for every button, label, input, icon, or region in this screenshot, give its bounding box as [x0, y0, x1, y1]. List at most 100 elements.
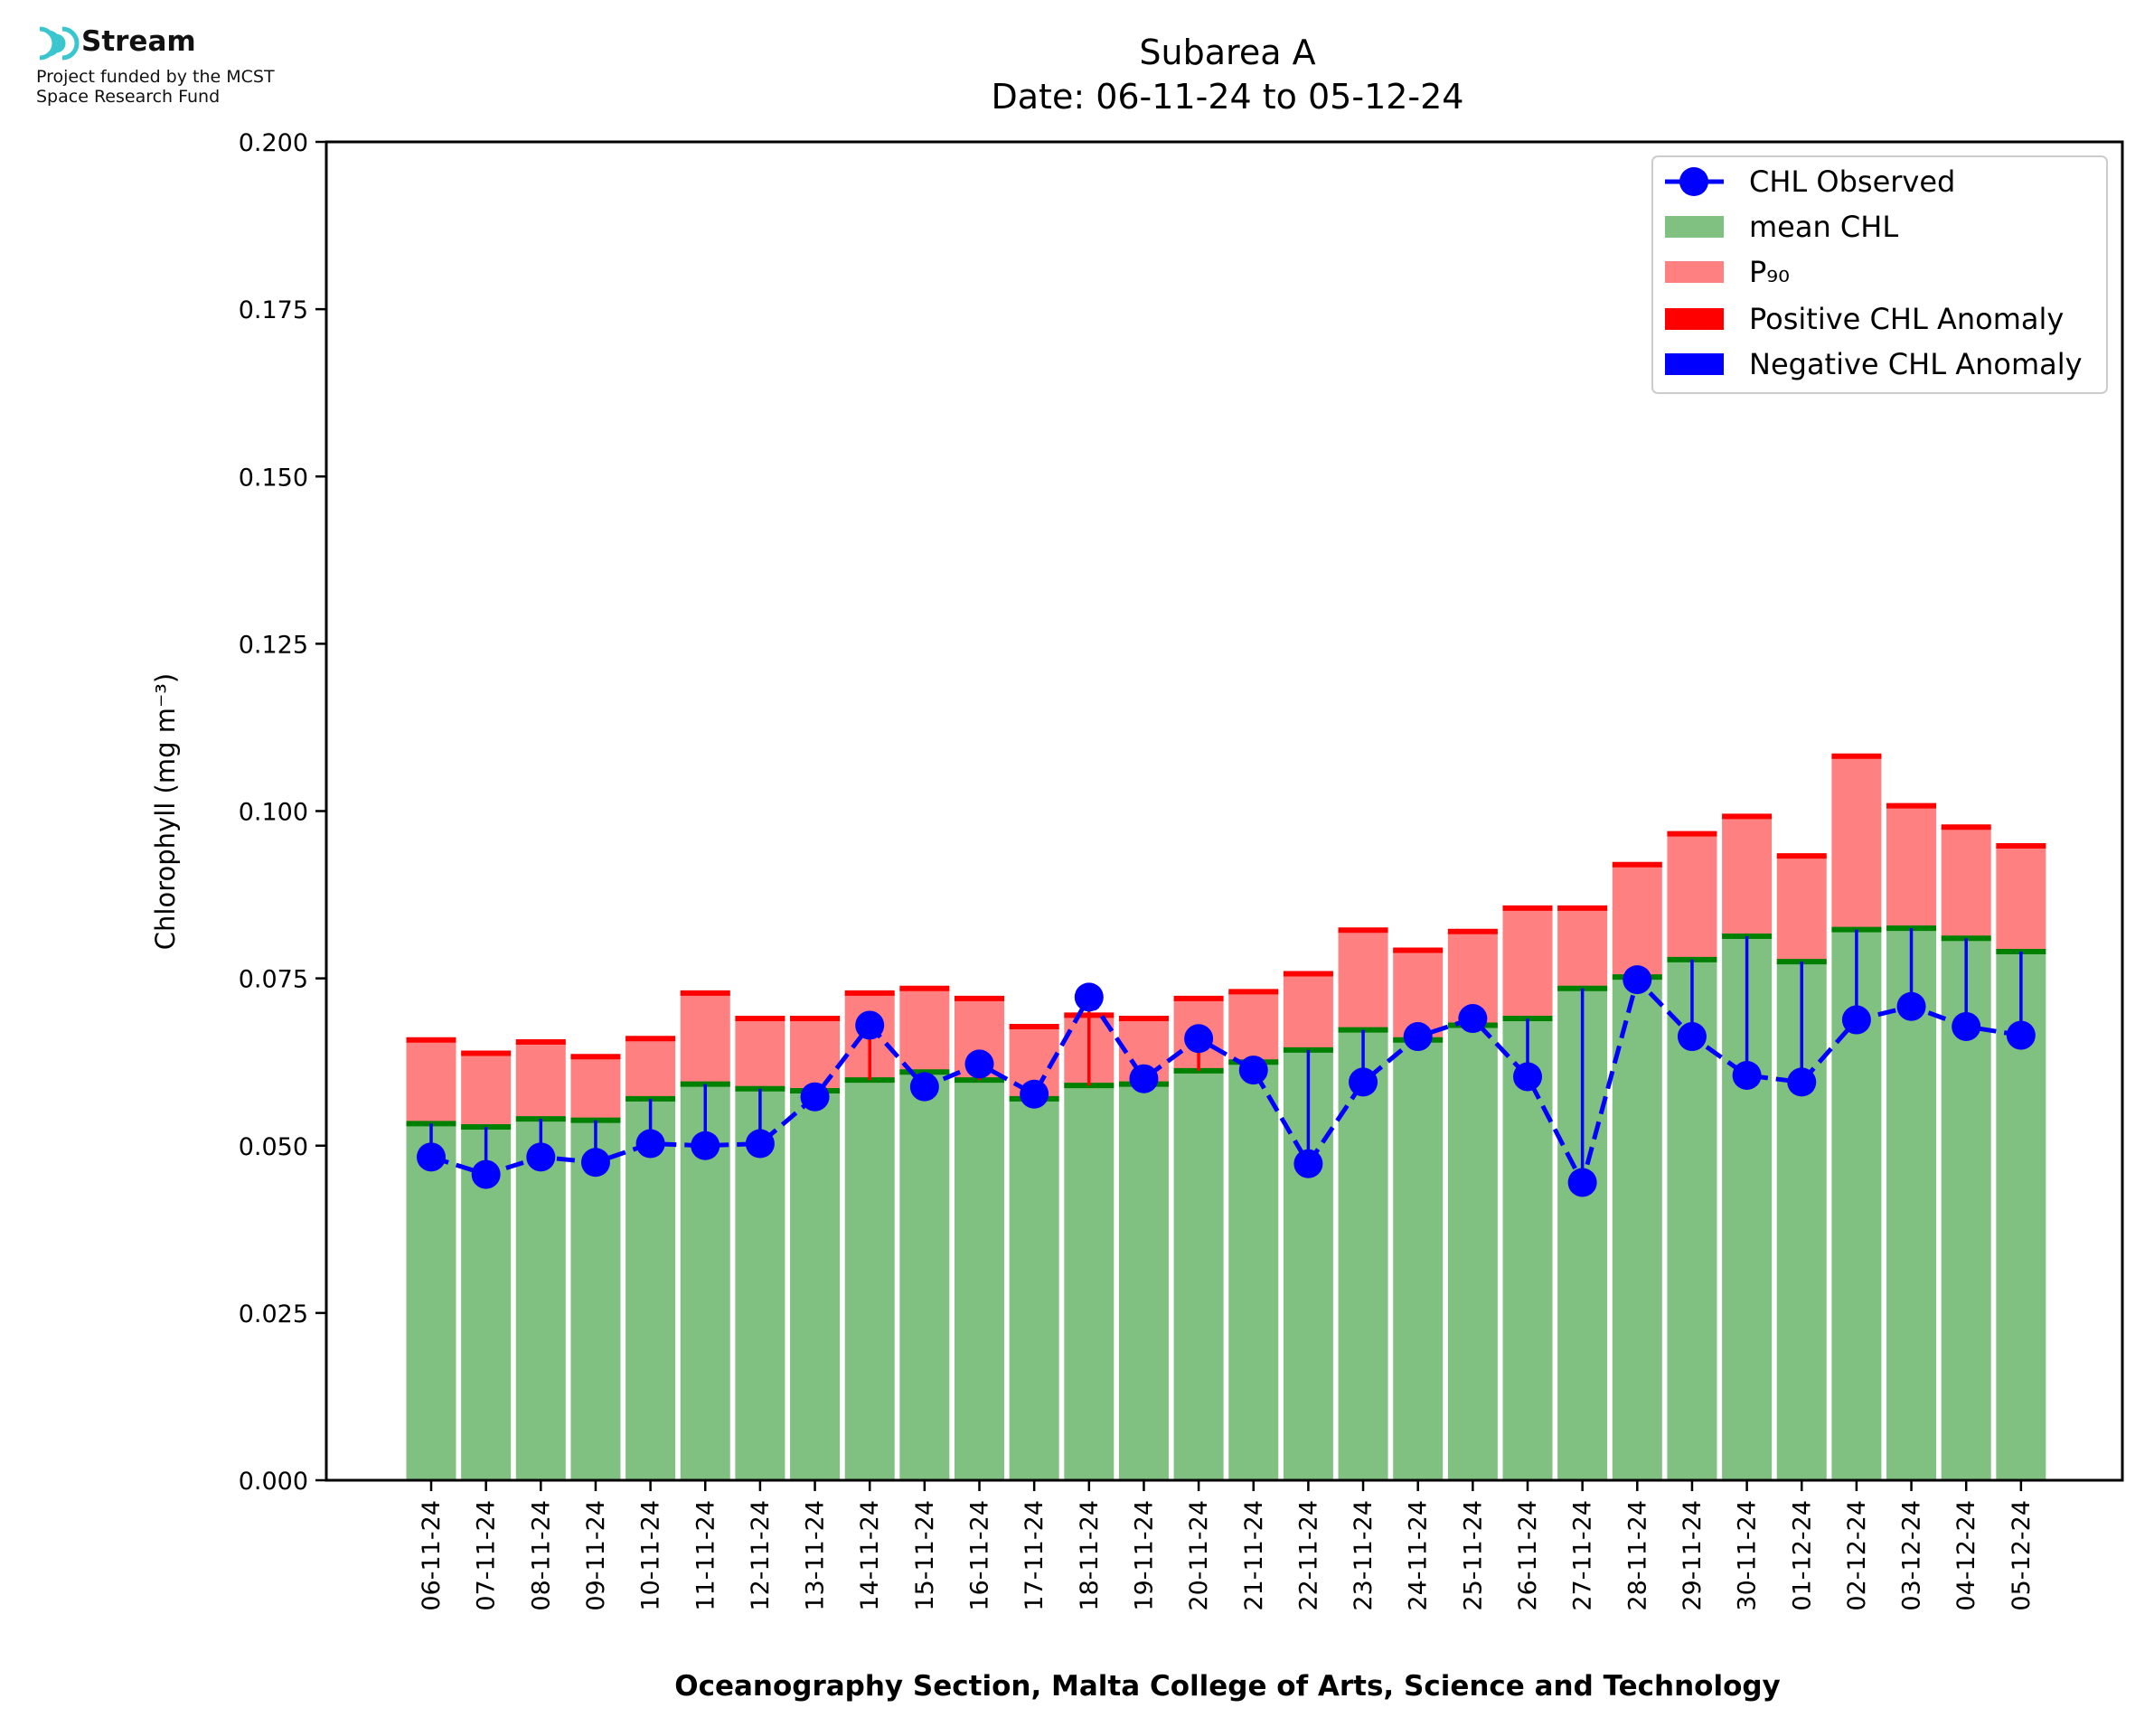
observed-marker: [1732, 1060, 1762, 1090]
legend-box: [1651, 155, 2108, 394]
x-tick-label: 08-11-24: [527, 1500, 555, 1611]
x-tick-label: 04-12-24: [1952, 1500, 1980, 1611]
x-tick-label: 13-11-24: [802, 1500, 830, 1611]
observed-marker: [1513, 1062, 1542, 1092]
p90-bar: [1338, 930, 1388, 1030]
x-tick-label: 12-11-24: [747, 1500, 775, 1611]
p90-bar: [1557, 907, 1608, 989]
mean-bar: [1393, 1039, 1444, 1480]
x-tick-label: 19-11-24: [1130, 1500, 1158, 1611]
x-tick-label: 22-11-24: [1294, 1500, 1322, 1611]
observed-marker: [1896, 991, 1926, 1021]
mean-bar: [899, 1072, 950, 1480]
p90-bar: [680, 992, 730, 1084]
x-tick-label: 23-11-24: [1350, 1500, 1378, 1611]
observed-marker: [691, 1131, 720, 1160]
p90-bar: [1612, 864, 1662, 978]
chart-subtitle: Date: 06-11-24 to 05-12-24: [992, 77, 1464, 117]
mean-bar: [1612, 977, 1662, 1480]
x-tick-label: 20-11-24: [1185, 1500, 1213, 1611]
x-tick-label: 16-11-24: [966, 1500, 994, 1611]
y-tick-label: 0.150: [239, 464, 308, 492]
mean-bar: [626, 1098, 676, 1480]
x-axis: 06-11-24 07-11-24 08-11-24 09-11-24 10-11-24…: [418, 1480, 2036, 1611]
observed-marker: [1074, 982, 1104, 1012]
mean-bar: [1173, 1070, 1224, 1480]
x-tick-label: 03-12-24: [1898, 1500, 1926, 1611]
x-tick-label: 01-12-24: [1788, 1500, 1816, 1611]
observed-marker: [1787, 1067, 1817, 1097]
observed-marker: [1020, 1079, 1049, 1109]
x-tick-label: 10-11-24: [637, 1500, 665, 1611]
legend-swatch-negative: [1665, 353, 1724, 375]
x-tick-label: 26-11-24: [1514, 1500, 1542, 1611]
p90-bar: [899, 988, 950, 1073]
p90-bar: [626, 1038, 676, 1099]
x-tick-label: 28-11-24: [1623, 1500, 1651, 1611]
x-tick-label: 06-11-24: [418, 1500, 446, 1611]
observed-marker: [2006, 1020, 2036, 1050]
p90-bar: [1283, 973, 1333, 1050]
observed-marker: [1349, 1067, 1378, 1097]
legend-label-negative: Negative CHL Anomaly: [1749, 347, 2083, 381]
x-tick-label: 02-12-24: [1843, 1500, 1871, 1611]
observed-marker: [1567, 1168, 1597, 1197]
funding-note: Project funded by the MCST Space Researc…: [36, 67, 275, 107]
x-tick-label: 09-11-24: [582, 1500, 610, 1611]
x-tick-label: 27-11-24: [1569, 1500, 1597, 1611]
y-tick-label: 0.175: [239, 296, 308, 324]
y-tick-label: 0.050: [239, 1133, 308, 1161]
mean-bar: [515, 1119, 566, 1480]
observed-marker: [417, 1142, 446, 1172]
p90-bar: [1941, 827, 1991, 939]
funding-line-1: Project funded by the MCST: [36, 67, 275, 87]
observed-marker: [1623, 965, 1652, 995]
p90-bar: [1228, 991, 1279, 1063]
x-tick-label: 30-11-24: [1734, 1500, 1762, 1611]
mean-bar: [1502, 1018, 1553, 1480]
p90-bar: [1886, 805, 1937, 929]
y-tick-label: 0.075: [239, 966, 308, 994]
p90-bar: [461, 1053, 512, 1128]
x-tick-label: 21-11-24: [1240, 1500, 1268, 1611]
logo-name: Stream: [81, 25, 196, 58]
legend: CHL Observed mean CHL P₉₀ Positive CHL A…: [1651, 155, 2108, 394]
mean-bar: [406, 1123, 456, 1480]
p90-bar: [1776, 856, 1827, 962]
legend-swatch-positive: [1665, 308, 1724, 330]
observed-marker: [580, 1148, 610, 1178]
x-tick-label: 25-11-24: [1459, 1500, 1487, 1611]
observed-marker: [1841, 1005, 1871, 1035]
legend-label-mean: mean CHL: [1749, 210, 1898, 244]
observed-marker: [1677, 1022, 1707, 1052]
observed-marker: [1238, 1056, 1268, 1085]
mean-bar: [955, 1080, 1004, 1480]
observed-marker: [1129, 1064, 1159, 1093]
chart-title: Subarea A: [1139, 33, 1315, 72]
y-tick-label: 0.000: [239, 1468, 308, 1496]
y-tick-label: 0.200: [239, 129, 308, 157]
legend-swatch-mean: [1665, 216, 1724, 238]
observed-marker: [1184, 1024, 1214, 1054]
p90-bar: [515, 1041, 566, 1120]
mean-bar: [790, 1091, 841, 1480]
y-tick-label: 0.025: [239, 1300, 308, 1328]
x-tick-label: 07-11-24: [473, 1500, 501, 1611]
mean-bar: [1447, 1025, 1498, 1480]
p90-bar: [1667, 833, 1717, 960]
bars-layer: [406, 753, 2046, 1480]
observed-marker: [471, 1159, 501, 1189]
mean-bar: [1228, 1062, 1279, 1480]
legend-label-positive: Positive CHL Anomaly: [1749, 302, 2064, 336]
p90-bar: [735, 1018, 785, 1089]
observed-marker: [1952, 1011, 1981, 1041]
x-axis-label: Oceanography Section, Malta College of A…: [674, 1670, 1781, 1703]
x-tick-label: 05-12-24: [2008, 1500, 2036, 1611]
y-axis: 0.000 0.025 0.050 0.075 0.100 0.125 0.150 0.175…: [239, 129, 326, 1496]
funding-line-2: Space Research Fund: [36, 87, 221, 107]
x-tick-label: 18-11-24: [1076, 1500, 1104, 1611]
y-tick-label: 0.100: [239, 799, 308, 827]
p90-bar: [1722, 816, 1773, 936]
p90-bar: [1831, 755, 1882, 930]
